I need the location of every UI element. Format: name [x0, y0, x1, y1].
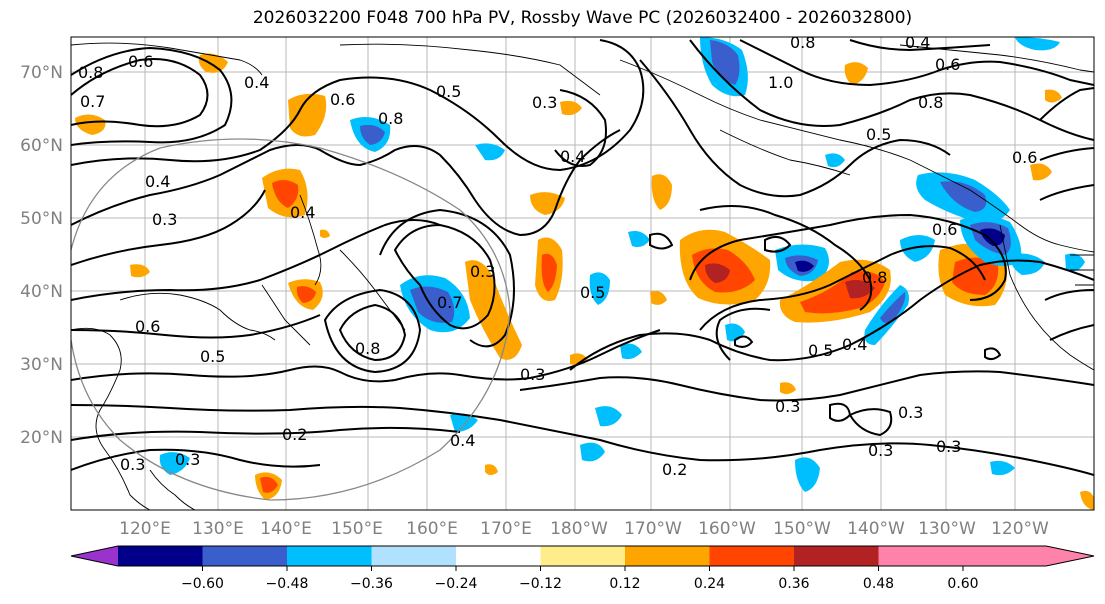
- contour-label: 0.5: [200, 347, 225, 366]
- contour-label: 0.3: [120, 455, 145, 474]
- contour-label: 0.6: [935, 55, 960, 74]
- contour-label: 0.4: [145, 172, 170, 191]
- contour-label: 0.8: [378, 109, 403, 128]
- colorbar-tick-label: −0.60: [181, 576, 224, 592]
- colorbar-tick-label: 0.48: [863, 576, 894, 592]
- contour-label: 0.6: [135, 317, 160, 336]
- contour-label: 0.6: [128, 52, 153, 71]
- globe-outline: [71, 138, 511, 501]
- contour-label: 0.4: [290, 203, 315, 222]
- lon-label: 140°W: [847, 519, 905, 539]
- lat-label: 70°N: [20, 63, 63, 83]
- colorbar-tick-label: −0.48: [266, 576, 309, 592]
- contour-label: 0.8: [918, 93, 943, 112]
- colorbar-outline: [70, 545, 1095, 567]
- longitude-labels: 120°E 130°E 140°E 150°E 160°E 170°E 180°…: [119, 519, 1049, 539]
- contour-label: 0.3: [775, 397, 800, 416]
- lon-label: 150°W: [773, 519, 831, 539]
- contour-label: 0.3: [175, 450, 200, 469]
- colorbar-tick-label: 0.36: [778, 576, 809, 592]
- lon-label: 130°E: [192, 519, 244, 539]
- contour-labels: 0.8 0.6 0.4 0.7 0.6 0.8 0.5 0.3 0.4 0.3 …: [78, 33, 1037, 479]
- pv-contours: [71, 39, 1094, 476]
- colorbar-segment: [625, 546, 710, 566]
- colorbar-under: [71, 546, 118, 566]
- contour-label: 0.7: [437, 293, 462, 312]
- contour-label: 0.4: [450, 431, 475, 450]
- contour-label: 0.6: [330, 90, 355, 109]
- map-frame: [70, 36, 1095, 511]
- contour-label: 0.5: [808, 341, 833, 360]
- colorbar-segment: [118, 546, 203, 566]
- lon-label: 150°E: [331, 519, 383, 539]
- contour-label: 0.2: [282, 425, 307, 444]
- contour-label: 0.6: [1012, 148, 1037, 167]
- contour-label: 0.2: [662, 460, 687, 479]
- contour-label: 0.3: [936, 437, 961, 456]
- colorbar-segment: [878, 546, 963, 566]
- contour-label: 0.4: [905, 33, 930, 52]
- lon-label: 130°W: [918, 519, 976, 539]
- contour-label: 0.3: [898, 403, 923, 422]
- colorbar-tick-label: −0.12: [519, 576, 562, 592]
- figure-title: 2026032200 F048 700 hPa PV, Rossby Wave …: [252, 8, 913, 28]
- lon-label: 170°W: [624, 519, 682, 539]
- colorbar-tick-label: 0.24: [694, 576, 725, 592]
- contour-label: 1.0: [768, 73, 793, 92]
- lat-label: 20°N: [20, 428, 63, 448]
- contour-label: 0.5: [436, 82, 461, 101]
- lon-label: 170°E: [480, 519, 532, 539]
- contour-label: 0.8: [78, 63, 103, 82]
- lat-label: 40°N: [20, 282, 63, 302]
- contour-label: 0.8: [862, 268, 887, 287]
- colorbar-segment: [540, 546, 625, 566]
- lon-label: 120°W: [991, 519, 1049, 539]
- contour-label: 0.3: [532, 93, 557, 112]
- lat-label: 60°N: [20, 136, 63, 156]
- colorbar-segment: [456, 546, 541, 566]
- contour-label: 0.3: [868, 441, 893, 460]
- lon-label: 140°E: [260, 519, 312, 539]
- coastlines: [71, 42, 1094, 510]
- colorbar-segment: [287, 546, 372, 566]
- colorbar-segment: [709, 546, 794, 566]
- colorbar-tick-label: −0.36: [350, 576, 393, 592]
- contour-label: 0.5: [866, 125, 891, 144]
- contour-label: 0.3: [152, 210, 177, 229]
- lon-label: 160°W: [698, 519, 756, 539]
- lat-label: 30°N: [20, 355, 63, 375]
- colorbar: −0.60 −0.48 −0.36 −0.24 −0.12 0.12 0.24 …: [70, 545, 1095, 592]
- contour-label: 0.3: [470, 262, 495, 281]
- colorbar-segment: [794, 546, 879, 566]
- contour-label: 0.6: [932, 220, 957, 239]
- contour-label: 0.8: [790, 33, 815, 52]
- colorbar-tick-label: 0.60: [947, 576, 978, 592]
- colorbar-over-tip: [963, 546, 1094, 566]
- latitude-labels: 70°N 60°N 50°N 40°N 30°N 20°N: [20, 63, 63, 448]
- colorbar-segment: [371, 546, 456, 566]
- lon-label: 180°W: [550, 519, 608, 539]
- contour-label: 0.4: [560, 147, 585, 166]
- colorbar-tick-label: −0.24: [435, 576, 478, 592]
- contour-label: 0.3: [520, 365, 545, 384]
- lon-label: 160°E: [406, 519, 458, 539]
- contour-label: 0.4: [842, 335, 867, 354]
- colorbar-tick-label: 0.12: [609, 576, 640, 592]
- contour-label: 0.8: [355, 339, 380, 358]
- map-panel: 0.8 0.6 0.4 0.7 0.6 0.8 0.5 0.3 0.4 0.3 …: [71, 33, 1094, 510]
- colorbar-segment: [202, 546, 287, 566]
- contour-label: 0.4: [244, 73, 269, 92]
- contour-label: 0.5: [580, 283, 605, 302]
- contour-label: 0.7: [80, 92, 105, 111]
- lon-label: 120°E: [119, 519, 171, 539]
- lat-label: 50°N: [20, 209, 63, 229]
